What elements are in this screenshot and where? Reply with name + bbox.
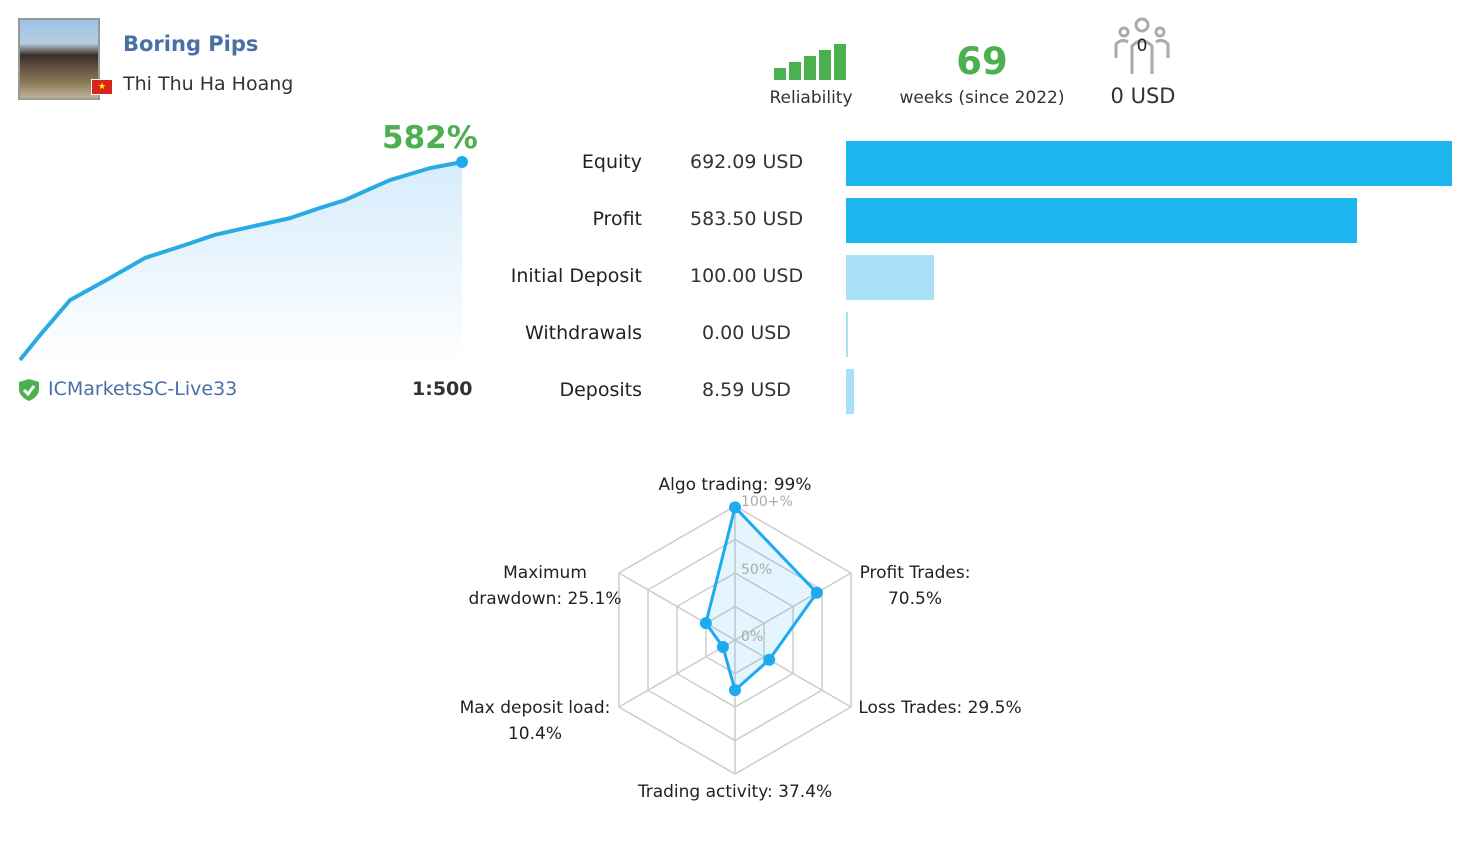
radar-axis-label: Maximum drawdown: 25.1% — [468, 563, 622, 609]
vietnam-flag-icon: ★ — [91, 79, 113, 95]
radar-axis-label: Trading activity: 37.4% — [637, 782, 833, 802]
balance-label: Deposits — [559, 379, 642, 401]
radar-scale-label: 0% — [741, 629, 763, 645]
subscribers-count: 0 — [1136, 36, 1148, 56]
balance-bar — [846, 255, 934, 300]
growth-percent: 582% — [382, 120, 478, 156]
balance-value: 100.00 USD — [690, 265, 804, 287]
growth-area — [20, 162, 462, 365]
avatar[interactable] — [18, 18, 100, 100]
radar-area — [704, 504, 819, 693]
server-link[interactable]: ICMarketsSC-Live33 — [48, 378, 238, 400]
radar-axis-label: Loss Trades: 29.5% — [858, 698, 1022, 718]
radar-axis-label: Profit Trades: 70.5% — [859, 563, 971, 609]
radar-point — [729, 684, 741, 697]
weeks-label: weeks (since 2022) — [899, 88, 1065, 108]
balance-label: Withdrawals — [524, 322, 642, 344]
balance-bar — [846, 198, 1357, 243]
weeks-count: 69 — [956, 40, 1008, 83]
balance-value: 692.09 USD — [690, 151, 804, 173]
balance-value: 0.00 USD — [702, 322, 791, 344]
signal-name[interactable]: Boring Pips — [123, 32, 259, 56]
leverage: 1:500 — [412, 378, 473, 400]
radar-chart: 100+% 50% 0% — [618, 494, 852, 775]
radar-point — [810, 586, 823, 599]
reliability-bars-icon — [774, 44, 846, 80]
balance-value: 583.50 USD — [690, 208, 804, 230]
growth-endpoint — [456, 156, 468, 168]
verified-shield-icon — [19, 379, 39, 401]
balance-label: Initial Deposit — [510, 265, 642, 287]
balance-label: Profit — [592, 208, 642, 230]
radar-point — [716, 640, 729, 653]
subscribers-value: 0 USD — [1110, 84, 1176, 108]
radar-axis — [734, 572, 852, 641]
balance-bar — [846, 369, 854, 414]
balance-value: 8.59 USD — [702, 379, 791, 401]
balance-bar — [846, 312, 848, 357]
radar-scale-label: 50% — [741, 562, 772, 578]
radar-axis-label: Max deposit load: 10.4% — [459, 698, 611, 744]
reliability-label: Reliability — [769, 88, 853, 108]
subscribers-icon — [1114, 17, 1170, 74]
radar-axis-label: Algo trading: 99% — [658, 475, 812, 495]
balance-bar — [846, 141, 1452, 186]
radar-point — [763, 653, 776, 666]
balance-label: Equity — [581, 151, 642, 173]
radar-axis — [618, 639, 736, 708]
radar-scale-label: 100+% — [741, 494, 793, 510]
growth-chart — [18, 156, 468, 365]
radar-point — [729, 501, 741, 514]
radar-axis — [734, 639, 852, 708]
radar-axis — [618, 572, 736, 641]
growth-line — [18, 160, 463, 362]
owner-name[interactable]: Thi Thu Ha Hoang — [123, 73, 294, 95]
radar-point — [699, 617, 712, 630]
